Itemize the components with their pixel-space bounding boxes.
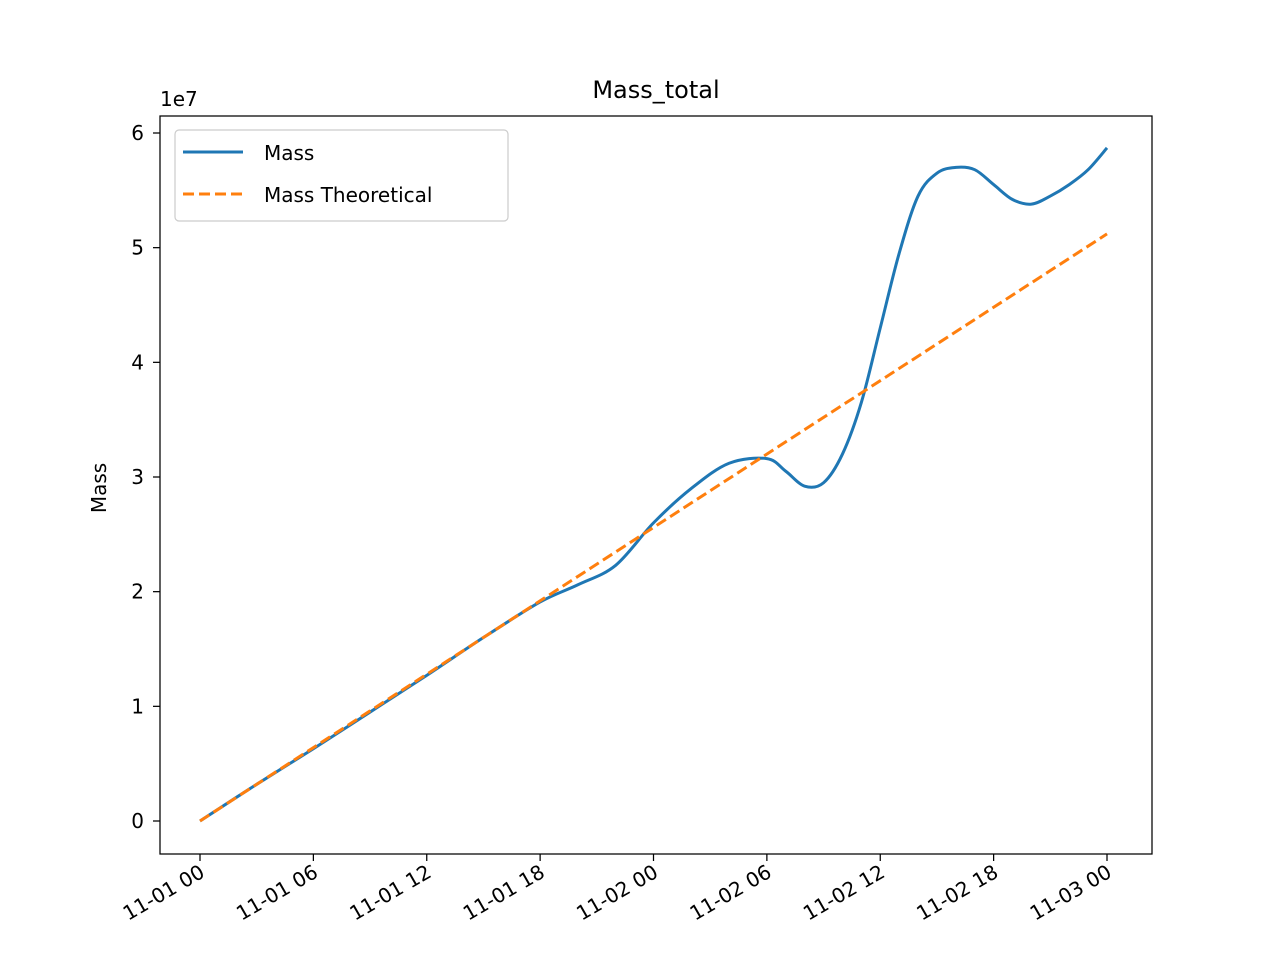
plot-frame	[159, 115, 1153, 855]
y-offset-label: 1e7	[160, 87, 198, 111]
y-tick-label: 5	[131, 236, 144, 260]
legend-label-mass-theoretical: Mass Theoretical	[264, 183, 432, 207]
series-line-mass	[199, 146, 1109, 823]
y-axis: 0 1 2 3 4 5 6	[131, 121, 160, 833]
y-tick-label: 6	[131, 121, 144, 145]
legend: Mass Mass Theoretical	[174, 129, 509, 222]
y-tick-label: 0	[131, 809, 144, 833]
y-tick-label: 1	[131, 694, 144, 718]
plot-series	[199, 146, 1109, 823]
legend-box	[174, 129, 509, 222]
y-tick-label: 2	[131, 580, 144, 604]
y-axis-label: Mass	[87, 463, 111, 513]
legend-label-mass: Mass	[264, 141, 314, 165]
y-tick-label: 3	[131, 465, 144, 489]
y-tick-label: 4	[131, 350, 144, 374]
series-line-mass-theoretical	[199, 232, 1108, 823]
chart-title: Mass_total	[592, 76, 719, 104]
